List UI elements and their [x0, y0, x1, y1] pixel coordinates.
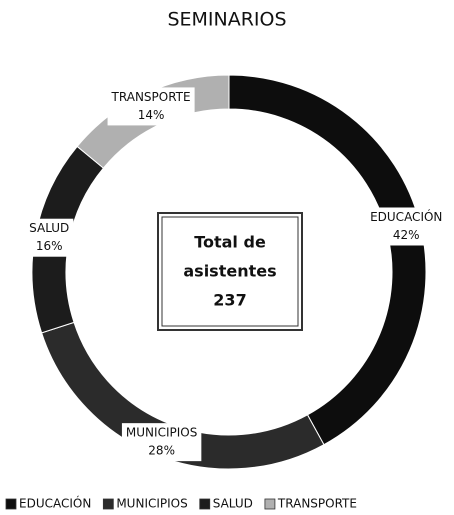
legend-swatch — [5, 498, 17, 510]
chart-title: SEMINARIOS — [167, 9, 286, 31]
value-label: 16% — [36, 239, 63, 253]
legend-label: TRANSPORTE — [277, 497, 357, 511]
legend-label: SALUD — [213, 497, 253, 511]
category-label: MUNICIPIOS — [126, 426, 197, 440]
center-box-inner — [161, 216, 299, 327]
center-box — [157, 212, 303, 331]
data-label: TRANSPORTE 14% — [107, 87, 195, 126]
data-label: EDUCACIÓN 42% — [366, 207, 447, 246]
value-label: 42% — [393, 228, 420, 242]
value-label: 14% — [138, 108, 165, 122]
center-value: 237 — [213, 291, 246, 310]
data-label-bg — [25, 218, 74, 257]
legend-label: MUNICIPIOS — [116, 497, 187, 511]
doughnut-segment — [228, 74, 427, 446]
data-label: SALUD 16% — [25, 218, 74, 257]
data-label-bg — [107, 87, 195, 126]
category-label: EDUCACIÓN — [370, 209, 442, 224]
category-label: TRANSPORTE — [111, 90, 191, 104]
category-label: SALUD — [29, 221, 69, 235]
data-label-bg — [366, 207, 447, 246]
legend-label: EDUCACIÓN — [19, 496, 91, 511]
center-text: asistentes — [183, 262, 276, 281]
data-label: MUNICIPIOS 28% — [121, 423, 202, 462]
value-label: 28% — [148, 444, 175, 458]
legend-swatch — [199, 498, 211, 510]
legend-swatch — [264, 498, 276, 510]
data-label-bg — [121, 423, 202, 462]
legend-swatch — [102, 498, 114, 510]
center-text: Total de — [194, 233, 266, 252]
